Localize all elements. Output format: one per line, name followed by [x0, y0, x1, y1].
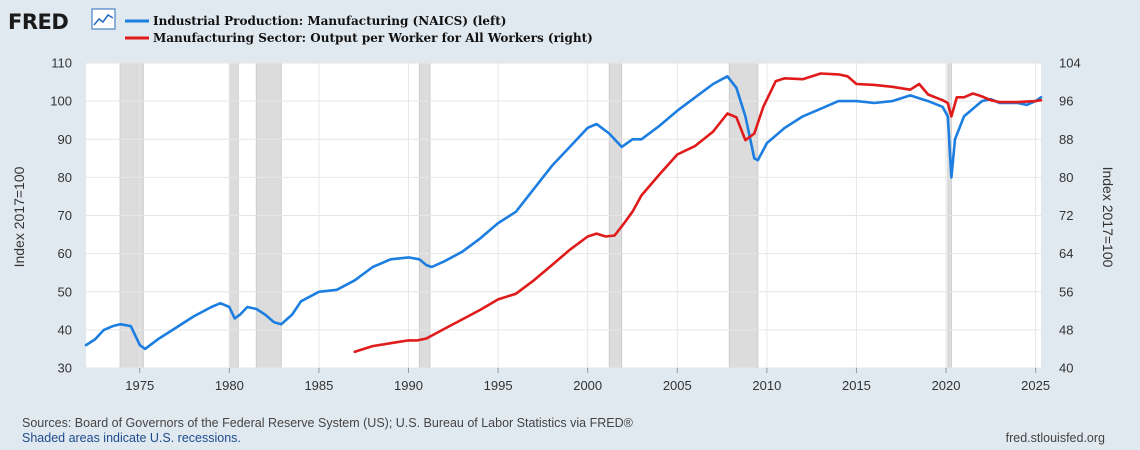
axis-ticks: 30 40 50 60 70 80 90 100 110 40 48 56 64 72 80 88 96 104 1… — [50, 56, 1080, 394]
x-tick-label: 1980 — [215, 378, 244, 393]
y-tick-label-left: 100 — [50, 94, 72, 109]
legend-label-left: Industrial Production: Manufacturing (NA… — [153, 14, 506, 28]
y-tick-label-left: 30 — [58, 361, 72, 376]
line-chart-icon — [91, 8, 116, 30]
y-tick-label-right: 104 — [1059, 56, 1081, 71]
y-tick-label-right: 40 — [1059, 361, 1073, 376]
series-lines — [84, 72, 1043, 354]
legend-label-right: Manufacturing Sector: Output per Worker … — [153, 31, 593, 45]
site-url[interactable]: fred.stlouisfed.org — [1005, 431, 1105, 445]
y-axis-right-title: Index 2017=100 — [1100, 167, 1116, 268]
recessions-note: Shaded areas indicate U.S. recessions. — [22, 431, 241, 445]
series-line-industrial-production — [84, 75, 1043, 351]
x-tick-label: 1985 — [304, 378, 333, 393]
x-tick-label: 2015 — [842, 378, 871, 393]
fred-logo-text[interactable]: FRED — [8, 10, 69, 34]
y-tick-label-right: 72 — [1059, 208, 1073, 223]
y-tick-label-left: 60 — [58, 246, 72, 261]
y-tick-label-right: 56 — [1059, 284, 1073, 299]
x-tick-label: 2005 — [663, 378, 692, 393]
x-tick-label: 1975 — [125, 378, 154, 393]
y-tick-label-right: 64 — [1059, 246, 1073, 261]
y-tick-label-right: 96 — [1059, 94, 1073, 109]
y-tick-label-left: 80 — [58, 170, 72, 185]
x-tick-label: 2000 — [573, 378, 602, 393]
y-tick-label-left: 40 — [58, 322, 72, 337]
series-line-output-per-worker — [353, 72, 1043, 354]
y-tick-label-left: 90 — [58, 132, 72, 147]
y-tick-label-left: 50 — [58, 284, 72, 299]
legend: Industrial Production: Manufacturing (NA… — [125, 14, 593, 45]
sources-note: Sources: Board of Governors of the Feder… — [22, 416, 633, 430]
gridlines — [86, 62, 1041, 369]
x-tick-label: 2025 — [1021, 378, 1050, 393]
y-tick-label-right: 48 — [1059, 322, 1073, 337]
y-tick-label-left: 70 — [58, 208, 72, 223]
x-tick-label: 2010 — [752, 378, 781, 393]
y-axis-left-title: Index 2017=100 — [11, 166, 27, 267]
x-tick-label: 1995 — [484, 378, 513, 393]
y-tick-label-left: 110 — [51, 56, 72, 71]
y-tick-label-right: 88 — [1059, 132, 1073, 147]
y-tick-label-right: 80 — [1059, 170, 1073, 185]
x-tick-label: 1990 — [394, 378, 423, 393]
x-tick-label: 2020 — [932, 378, 961, 393]
